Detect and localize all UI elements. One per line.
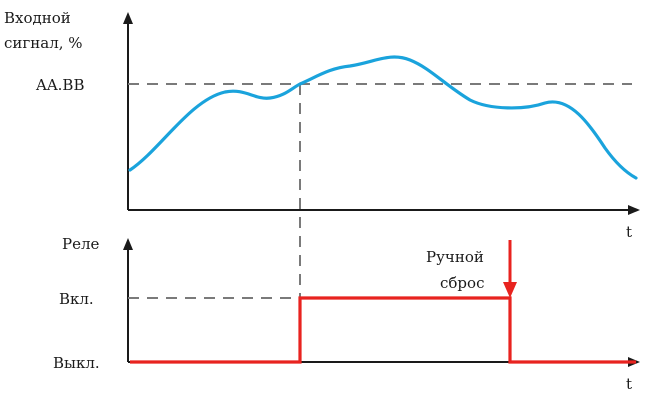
off-label: Выкл. — [53, 354, 100, 372]
manual-reset-label-line1: Ручной — [426, 248, 484, 266]
bottom-xlabel: t — [626, 375, 632, 393]
manual-reset-label-line2: сброс — [440, 274, 484, 292]
top-x-axis-arrow — [628, 205, 640, 215]
bottom-y-axis-arrow — [123, 238, 133, 250]
on-label: Вкл. — [59, 290, 94, 308]
top-y-axis-arrow — [123, 12, 133, 24]
top-ylabel-line2: сигнал, % — [4, 34, 83, 52]
threshold-label: AA.BB — [35, 76, 84, 94]
manual-reset-arrow-head — [503, 282, 517, 298]
input-signal-curve — [128, 55, 638, 180]
relay-ylabel: Реле — [62, 235, 99, 253]
relay-state-trace — [130, 296, 636, 364]
top-ylabel-line1: Входной — [4, 9, 71, 27]
top-xlabel: t — [626, 223, 632, 241]
